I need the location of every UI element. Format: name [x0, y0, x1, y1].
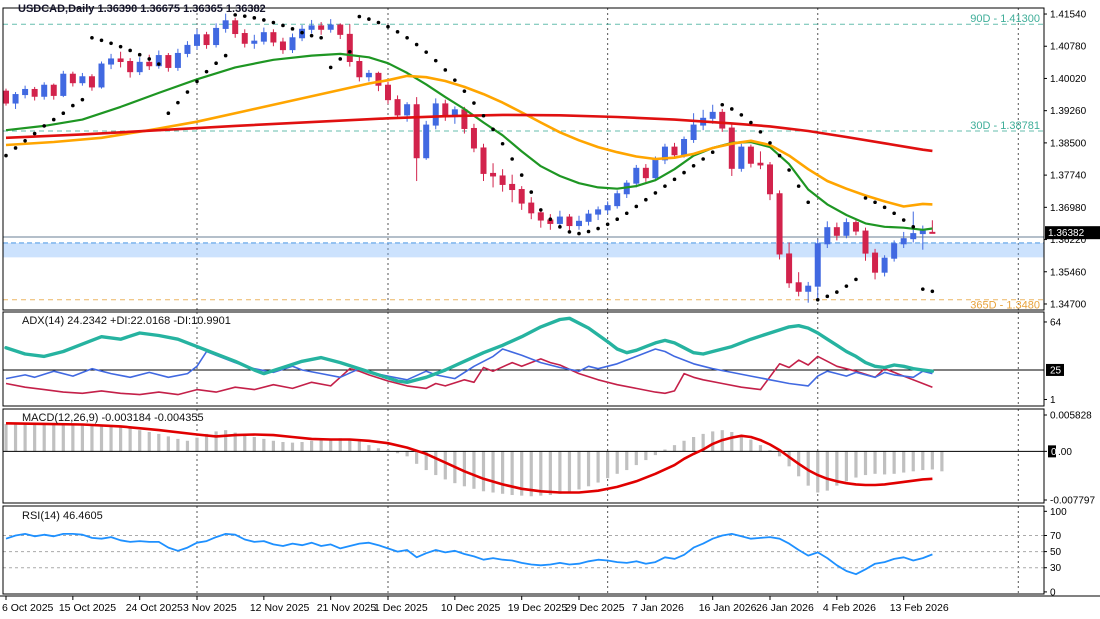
svg-text:0: 0 — [1050, 587, 1056, 598]
svg-text:0: 0 — [1051, 447, 1057, 458]
svg-text:1.39260: 1.39260 — [1050, 106, 1087, 117]
svg-text:1: 1 — [1050, 395, 1056, 406]
svg-text:3 Nov 2025: 3 Nov 2025 — [183, 602, 237, 614]
svg-text:24 Oct 2025: 24 Oct 2025 — [126, 602, 183, 614]
svg-text:70: 70 — [1050, 531, 1062, 542]
svg-text:1.36220: 1.36220 — [1050, 235, 1087, 246]
svg-text:365D - 1.3480: 365D - 1.3480 — [970, 300, 1040, 312]
svg-text:-0.007797: -0.007797 — [1050, 495, 1095, 506]
svg-text:10 Dec 2025: 10 Dec 2025 — [441, 602, 501, 614]
svg-text:13 Feb 2026: 13 Feb 2026 — [890, 602, 949, 614]
svg-text:15 Oct 2025: 15 Oct 2025 — [59, 602, 116, 614]
svg-text:12 Nov 2025: 12 Nov 2025 — [250, 602, 310, 614]
svg-text:1.37740: 1.37740 — [1050, 171, 1087, 182]
svg-text:25: 25 — [1050, 365, 1062, 376]
svg-text:1.36980: 1.36980 — [1050, 203, 1087, 214]
svg-text:1.38500: 1.38500 — [1050, 138, 1087, 149]
svg-text:1.35460: 1.35460 — [1050, 267, 1087, 278]
svg-text:30D - 1.38781: 30D - 1.38781 — [970, 120, 1040, 132]
svg-text:90D - 1.41300: 90D - 1.41300 — [970, 13, 1040, 25]
svg-text:1.34700: 1.34700 — [1050, 299, 1087, 310]
svg-text:1.40020: 1.40020 — [1050, 74, 1087, 85]
svg-text:6 Oct 2025: 6 Oct 2025 — [2, 602, 54, 614]
svg-text:19 Dec 2025: 19 Dec 2025 — [508, 602, 568, 614]
svg-text:7 Jan 2026: 7 Jan 2026 — [632, 602, 684, 614]
svg-text:.00: .00 — [1058, 447, 1072, 458]
svg-text:64: 64 — [1050, 317, 1062, 328]
svg-text:1 Dec 2025: 1 Dec 2025 — [374, 602, 428, 614]
svg-text:100: 100 — [1050, 507, 1067, 518]
svg-text:0.005828: 0.005828 — [1050, 411, 1092, 422]
svg-text:1.40780: 1.40780 — [1050, 42, 1087, 53]
svg-text:29 Dec 2025: 29 Dec 2025 — [565, 602, 625, 614]
svg-text:21 Nov 2025: 21 Nov 2025 — [317, 602, 377, 614]
svg-text:4 Feb 2026: 4 Feb 2026 — [823, 602, 876, 614]
svg-text:50: 50 — [1050, 547, 1062, 558]
svg-text:26 Jan 2026: 26 Jan 2026 — [756, 602, 814, 614]
svg-text:30: 30 — [1050, 563, 1062, 574]
svg-text:1.41540: 1.41540 — [1050, 10, 1087, 21]
svg-text:16 Jan 2026: 16 Jan 2026 — [699, 602, 757, 614]
svg-text:1.36382: 1.36382 — [1048, 228, 1085, 239]
